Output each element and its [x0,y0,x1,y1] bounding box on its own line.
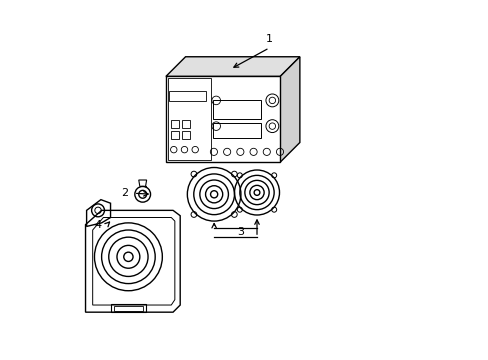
Bar [212,123,260,138]
Text: 1: 1 [265,34,272,44]
Text: 3: 3 [237,227,244,237]
Bar [212,100,260,119]
Bar [110,304,146,312]
Bar [165,76,280,162]
Bar [167,78,211,160]
Polygon shape [165,57,299,76]
Bar [171,131,179,139]
Bar [169,91,205,102]
Bar [114,306,142,311]
Bar [182,131,189,139]
Text: 2: 2 [121,188,128,198]
Bar [171,120,179,128]
Bar [182,120,189,128]
Polygon shape [280,57,299,162]
Text: 4: 4 [94,220,102,230]
Polygon shape [165,57,299,76]
